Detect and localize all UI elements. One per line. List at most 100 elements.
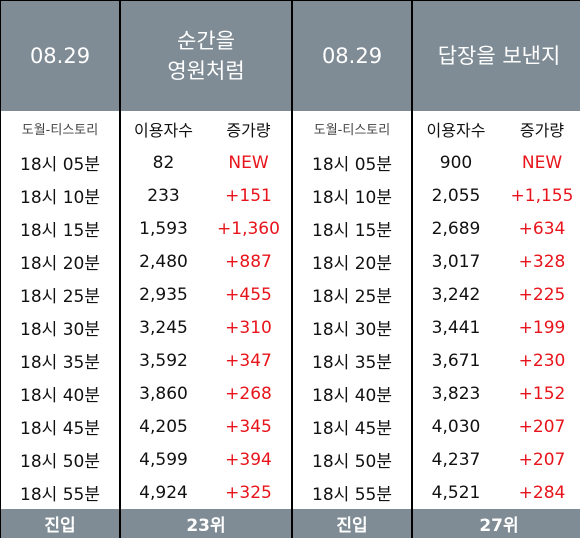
right-users-cell: 2,055: [431, 185, 481, 206]
right-users-cell: 2,689: [431, 218, 481, 239]
left-increase-cell: +310: [225, 317, 272, 338]
right-users-cell: 3,823: [431, 383, 481, 404]
right-date-header: 08.29: [293, 1, 411, 111]
left-value-row: 3,860 +268: [121, 377, 291, 410]
left-date-header: 08.29: [1, 1, 119, 111]
right-increase-cell: NEW: [521, 152, 563, 173]
left-value-row: 82 NEW: [121, 146, 291, 179]
left-value-row: 4,924 +325: [121, 476, 291, 509]
left-increase-cell: +887: [225, 251, 272, 272]
left-increase-cell: +345: [225, 416, 272, 437]
left-increase-cell: +394: [225, 449, 272, 470]
left-value-row: 4,599 +394: [121, 443, 291, 476]
right-increase-cell: +328: [518, 251, 566, 272]
right-value-row: 900 NEW: [413, 146, 580, 179]
right-time-cell: 18시 35분: [293, 344, 411, 377]
left-users-cell: 4,599: [139, 449, 188, 470]
right-increase-column-header: 증가량: [519, 120, 565, 140]
right-footer-label: 진입: [293, 509, 411, 538]
left-value-row: 2,480 +887: [121, 245, 291, 278]
right-users-cell: 3,441: [431, 317, 481, 338]
right-increase-cell: +1,155: [510, 185, 574, 206]
left-increase-cell: +268: [225, 383, 272, 404]
right-source-label: 도월-티스토리: [293, 111, 411, 146]
left-time-cell: 18시 45분: [1, 410, 119, 443]
left-time-cell: 18시 55분: [1, 476, 119, 509]
left-users-cell: 4,205: [139, 416, 188, 437]
left-increase-column-header: 증가량: [226, 120, 271, 140]
right-time-cell: 18시 45분: [293, 410, 411, 443]
left-time-cell: 18시 05분: [1, 146, 119, 179]
right-users-cell: 4,237: [431, 449, 481, 470]
right-increase-cell: +634: [518, 218, 566, 239]
left-time-cell: 18시 40분: [1, 377, 119, 410]
left-users-cell: 3,592: [139, 350, 188, 371]
right-time-cell: 18시 50분: [293, 443, 411, 476]
right-time-cell: 18시 55분: [293, 476, 411, 509]
right-time-cell: 18시 20분: [293, 245, 411, 278]
right-increase-cell: +207: [518, 449, 566, 470]
right-time-cell: 18시 10분: [293, 179, 411, 212]
right-increase-cell: +225: [518, 284, 566, 305]
left-title-header: 순간을 영원처럼: [121, 1, 291, 111]
left-time-cell: 18시 35분: [1, 344, 119, 377]
left-time-cell: 18시 50분: [1, 443, 119, 476]
right-value-row: 2,689 +634: [413, 212, 580, 245]
right-value-row: 3,242 +225: [413, 278, 580, 311]
left-increase-cell: NEW: [228, 152, 269, 173]
left-time-cell: 18시 25분: [1, 278, 119, 311]
left-column-headers: 이용자수 증가량: [121, 111, 291, 146]
left-footer-rank: 23위: [121, 509, 291, 538]
left-users-cell: 3,860: [139, 383, 188, 404]
right-users-cell: 900: [439, 152, 473, 173]
right-value-row: 4,030 +207: [413, 410, 580, 443]
left-value-row: 3,245 +310: [121, 311, 291, 344]
left-footer-label: 진입: [1, 509, 119, 538]
right-time-cell: 18시 40분: [293, 377, 411, 410]
left-time-cell: 18시 20분: [1, 245, 119, 278]
right-users-cell: 4,521: [431, 482, 481, 503]
right-title-header: 답장을 보낸지: [413, 1, 580, 111]
right-time-cell: 18시 25분: [293, 278, 411, 311]
left-increase-cell: +1,360: [217, 218, 280, 239]
right-value-row: 4,237 +207: [413, 443, 580, 476]
right-increase-cell: +230: [518, 350, 566, 371]
left-time-cell: 18시 30분: [1, 311, 119, 344]
left-value-row: 4,205 +345: [121, 410, 291, 443]
right-value-row: 3,671 +230: [413, 344, 580, 377]
right-value-row: 3,017 +328: [413, 245, 580, 278]
left-users-cell: 1,593: [139, 218, 188, 239]
left-time-cell: 18시 15분: [1, 212, 119, 245]
left-users-cell: 3,245: [139, 317, 188, 338]
left-users-cell: 2,480: [139, 251, 188, 272]
right-increase-cell: +284: [518, 482, 566, 503]
right-increase-cell: +199: [518, 317, 566, 338]
left-users-cell: 2,935: [139, 284, 188, 305]
right-column-headers: 이용자수 증가량: [413, 111, 580, 146]
right-footer-rank: 27위: [413, 509, 580, 538]
left-users-column-header: 이용자수: [134, 120, 193, 140]
right-increase-cell: +152: [518, 383, 566, 404]
left-increase-cell: +151: [225, 185, 272, 206]
right-time-cell: 18시 15분: [293, 212, 411, 245]
left-value-row: 3,592 +347: [121, 344, 291, 377]
left-value-row: 233 +151: [121, 179, 291, 212]
right-increase-cell: +207: [518, 416, 566, 437]
left-value-row: 1,593 +1,360: [121, 212, 291, 245]
right-users-cell: 3,671: [431, 350, 481, 371]
left-increase-cell: +325: [225, 482, 272, 503]
left-value-row: 2,935 +455: [121, 278, 291, 311]
right-value-row: 3,823 +152: [413, 377, 580, 410]
right-users-cell: 3,242: [431, 284, 481, 305]
left-source-label: 도월-티스토리: [1, 111, 119, 146]
right-value-row: 2,055 +1,155: [413, 179, 580, 212]
right-users-column-header: 이용자수: [426, 120, 486, 140]
right-value-row: 3,441 +199: [413, 311, 580, 344]
right-time-cell: 18시 30분: [293, 311, 411, 344]
left-increase-cell: +347: [225, 350, 272, 371]
left-increase-cell: +455: [225, 284, 272, 305]
left-users-cell: 82: [152, 152, 175, 173]
left-time-cell: 18시 10분: [1, 179, 119, 212]
left-users-cell: 233: [147, 185, 180, 206]
